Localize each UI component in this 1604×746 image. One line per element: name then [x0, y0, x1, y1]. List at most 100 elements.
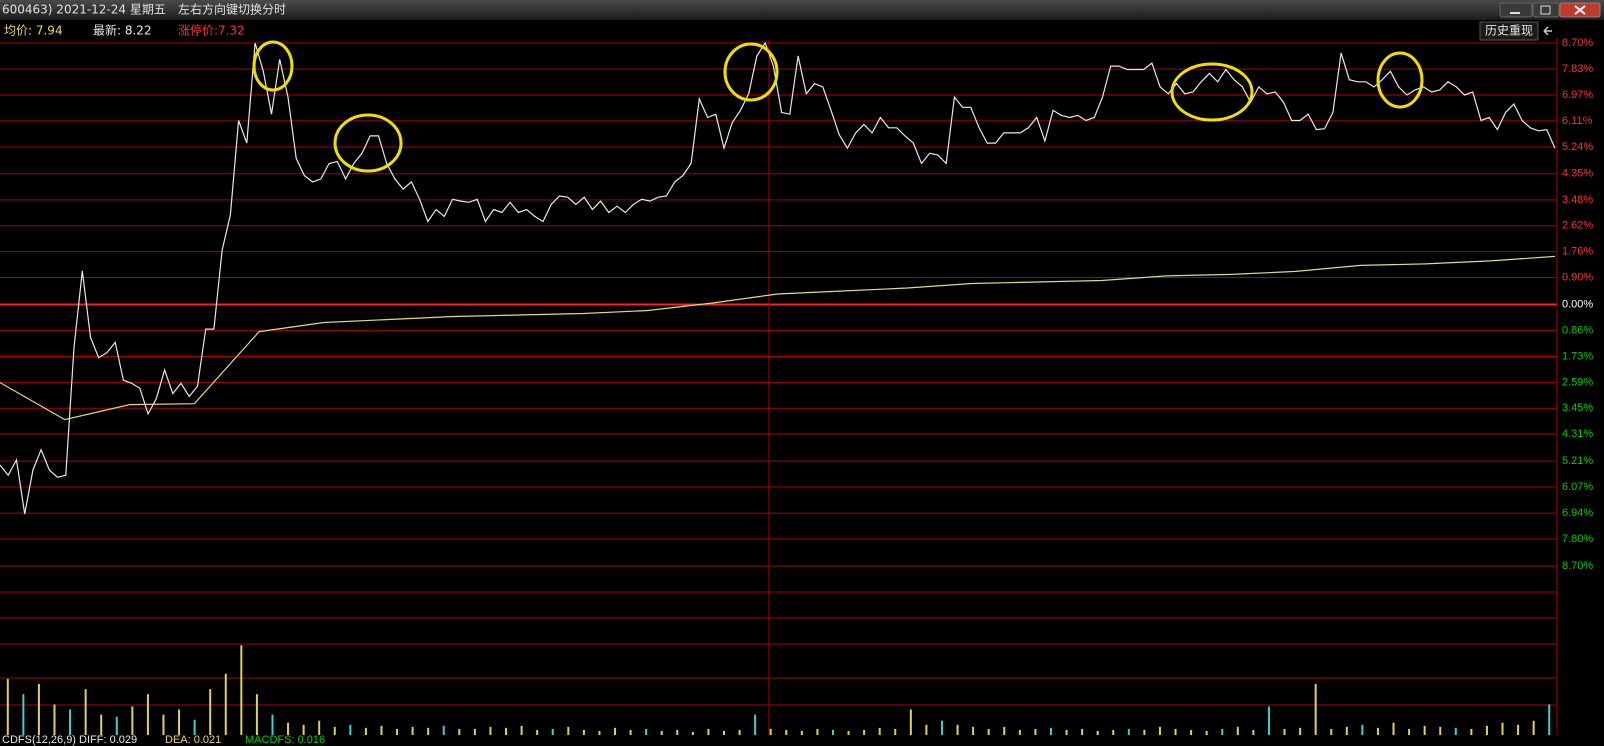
volume-bar	[411, 726, 414, 735]
volume-bar	[1517, 724, 1520, 735]
y-tick-label: 7.83%	[1562, 63, 1593, 75]
back-icon[interactable]	[1543, 26, 1552, 36]
hint: 左右方向键切换分时	[178, 2, 286, 17]
volume-bar	[1392, 722, 1395, 735]
y-tick-label: 3.48%	[1562, 194, 1593, 206]
volume-bar	[598, 730, 601, 735]
y-tick-label: 6.07%	[1562, 481, 1593, 493]
window-buttons[interactable]	[1499, 2, 1601, 18]
y-tick-label: 4.31%	[1562, 428, 1593, 440]
volume-bar	[769, 728, 772, 735]
annotations	[252, 40, 1424, 173]
volume-bar	[427, 727, 430, 735]
volume-bar	[1345, 726, 1348, 735]
volume-bar	[302, 724, 305, 735]
volume-bar	[1376, 727, 1379, 735]
volume-bar	[1454, 727, 1457, 735]
volume-bar	[567, 726, 570, 735]
y-tick-label: 8.70%	[1562, 37, 1593, 49]
volume-bar	[53, 704, 56, 735]
volume-bar	[193, 719, 196, 735]
y-tick-label: 2.62%	[1562, 220, 1593, 232]
average-line	[0, 255, 1556, 421]
highlight-circle	[1376, 51, 1424, 109]
volume-bar	[1049, 727, 1052, 735]
volume-bar	[1252, 729, 1255, 735]
volume-bar	[287, 722, 290, 735]
volume-bar	[1018, 729, 1021, 735]
volume-bar	[489, 726, 492, 735]
volume-bar	[1221, 728, 1224, 735]
volume-bar	[255, 694, 258, 735]
volume-bar	[1158, 726, 1161, 735]
volume-bar	[847, 730, 850, 735]
history-button-label[interactable]: 历史重现	[1485, 24, 1533, 38]
volume-bar	[551, 728, 554, 735]
volume-bar	[349, 724, 352, 735]
volume-bar	[396, 728, 399, 735]
volume-bar	[645, 728, 648, 735]
volume-bar	[1361, 724, 1364, 735]
price-line	[0, 41, 1556, 515]
volume-bar	[209, 689, 212, 735]
volume-bar	[1532, 720, 1535, 735]
volume-bar	[676, 729, 679, 735]
avg-price: 均价: 7.94	[4, 24, 63, 38]
volume-bar	[146, 694, 149, 735]
volume-bar	[909, 709, 912, 735]
volume-bar	[660, 730, 663, 735]
y-tick-label: 0.90%	[1562, 271, 1593, 283]
volume-bar	[754, 714, 757, 735]
volume-bar	[1485, 725, 1488, 735]
y-tick-label: 3.45%	[1562, 402, 1593, 414]
volume-bar	[582, 729, 585, 735]
y-tick-label: 0.00%	[1562, 298, 1593, 310]
volume-bar	[1283, 728, 1286, 735]
volume-bar	[1003, 726, 1006, 735]
volume-bar	[442, 725, 445, 735]
volume-bar	[520, 725, 523, 735]
volume-bar	[224, 673, 227, 735]
volume-bar	[37, 684, 40, 735]
volume-bar	[162, 714, 165, 735]
volume-bar	[738, 729, 741, 735]
y-tick-label: 2.59%	[1562, 376, 1593, 388]
volume-bar	[1205, 730, 1208, 735]
volume-bar	[1314, 684, 1317, 735]
highlight-circle	[723, 42, 779, 102]
volume-bar	[691, 731, 694, 735]
highlight-circle	[1170, 62, 1254, 122]
volume-bar	[380, 725, 383, 735]
volume-bar	[69, 709, 72, 735]
macd-diff: CDFS(12,26,9) DIFF: 0.029	[2, 734, 137, 746]
history-button[interactable]	[1479, 21, 1539, 41]
restore-button[interactable]	[1532, 2, 1560, 18]
volume-bar	[1236, 726, 1239, 735]
volume-bar	[614, 727, 617, 735]
volume-bar	[240, 645, 243, 735]
volume-bar	[178, 709, 181, 735]
volume-bar	[1330, 728, 1333, 735]
volume-bar	[1065, 729, 1068, 735]
grid	[0, 42, 1557, 567]
title-bar	[0, 0, 1604, 20]
y-tick-label: 1.73%	[1562, 350, 1593, 362]
minimize-button[interactable]	[1499, 2, 1533, 18]
volume-bar	[785, 729, 788, 735]
volume-bar	[972, 726, 975, 735]
y-tick-label: 8.70%	[1562, 560, 1593, 572]
volume-bar	[831, 729, 834, 735]
restore-icon	[1540, 5, 1551, 15]
volume-bar	[800, 730, 803, 735]
volume-bar	[1501, 722, 1504, 735]
macd-dea: DEA: 0.021	[165, 734, 221, 746]
volume-bar	[1548, 704, 1551, 735]
volume-bar	[131, 706, 134, 735]
volume-bar	[723, 730, 726, 735]
volume-bar	[878, 727, 881, 735]
volume-bar	[1034, 728, 1037, 735]
volume-bar	[1096, 730, 1099, 735]
volume-bar	[863, 729, 866, 735]
